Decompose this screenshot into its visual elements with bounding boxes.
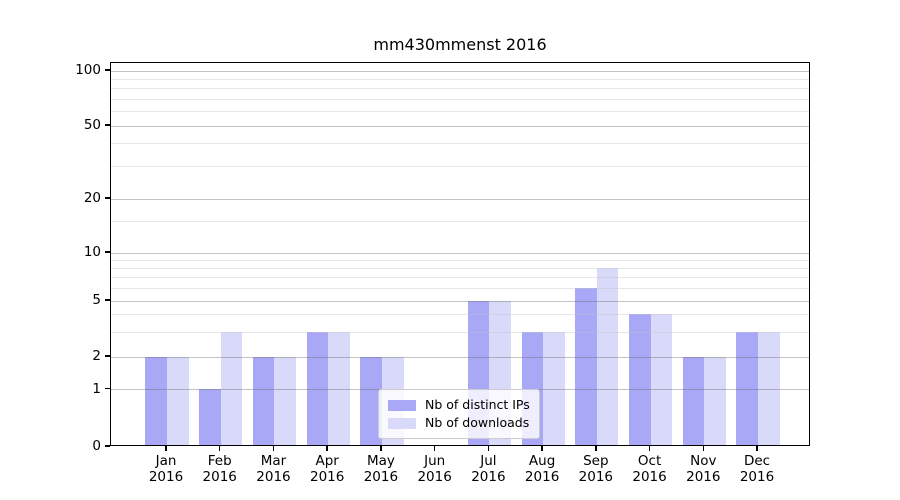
bar-nb-of-distinct-ips-sep xyxy=(575,287,597,445)
y-tick-mark xyxy=(105,69,110,71)
minor-gridline xyxy=(111,259,809,261)
legend-row-distinct-ips: Nb of distinct IPs xyxy=(388,396,530,414)
legend-label-downloads: Nb of downloads xyxy=(425,415,530,430)
x-tick-label: May 2016 xyxy=(363,453,399,485)
x-tick-label: Aug 2016 xyxy=(524,453,560,485)
bar-nb-of-distinct-ips-dec xyxy=(736,331,759,445)
y-tick-mark xyxy=(105,124,110,126)
legend: Nb of distinct IPs Nb of downloads xyxy=(378,389,540,439)
minor-gridline xyxy=(111,220,809,222)
bar-nb-of-distinct-ips-feb xyxy=(199,389,221,445)
x-tick-mark xyxy=(487,446,490,451)
x-tick-mark xyxy=(326,446,328,451)
bar-nb-of-distinct-ips-mar xyxy=(252,356,275,445)
y-tick-label: 2 xyxy=(92,348,101,364)
x-tick-mark xyxy=(702,446,704,451)
x-tick-label: Oct 2016 xyxy=(632,453,667,485)
bar-nb-of-downloads-sep xyxy=(596,267,619,445)
bar-nb-of-distinct-ips-may xyxy=(360,356,382,445)
bar-nb-of-distinct-ips-jan xyxy=(145,356,167,445)
y-tick-label: 10 xyxy=(83,244,101,260)
minor-gridline xyxy=(111,287,809,289)
minor-gridline xyxy=(111,267,809,269)
x-tick-label: Jun 2016 xyxy=(417,453,452,485)
y-tick-label: 100 xyxy=(75,62,101,78)
x-tick-mark xyxy=(165,446,167,451)
x-tick-label: Apr 2016 xyxy=(310,453,345,485)
minor-gridline xyxy=(111,88,809,90)
plot-area: Nb of distinct IPs Nb of downloads xyxy=(110,62,810,446)
y-tick-label: 0 xyxy=(92,438,101,454)
y-tick-label: 50 xyxy=(83,117,101,133)
x-tick-mark xyxy=(541,446,543,451)
y-tick-mark xyxy=(105,387,110,390)
bar-nb-of-distinct-ips-oct xyxy=(628,314,651,445)
minor-gridline xyxy=(111,78,809,80)
y-tick-label: 1 xyxy=(92,380,101,397)
y-tick-mark xyxy=(105,445,110,447)
legend-swatch-distinct-ips xyxy=(388,399,416,411)
legend-swatch-downloads xyxy=(388,417,416,429)
x-tick-mark xyxy=(756,446,758,451)
bar-nb-of-downloads-mar xyxy=(274,356,297,445)
y-tick-mark xyxy=(105,299,110,301)
minor-gridline xyxy=(111,98,809,100)
major-gridline xyxy=(111,252,809,254)
minor-gridline xyxy=(111,166,809,168)
y-tick-mark xyxy=(105,251,110,253)
bar-nb-of-downloads-nov xyxy=(704,356,726,445)
bar-nb-of-downloads-aug xyxy=(543,331,565,445)
bar-nb-of-distinct-ips-nov xyxy=(682,356,705,445)
major-gridline xyxy=(111,300,809,302)
x-tick-label: Jan 2016 xyxy=(148,453,184,485)
x-tick-label: Feb 2016 xyxy=(202,453,237,485)
minor-gridline xyxy=(111,314,809,316)
x-tick-mark xyxy=(648,446,651,451)
major-gridline xyxy=(111,70,809,72)
chart-title: mm430mmenst 2016 xyxy=(373,35,547,54)
y-tick-label: 5 xyxy=(92,292,101,308)
x-tick-mark xyxy=(380,446,382,451)
x-tick-label: Nov 2016 xyxy=(686,453,721,485)
legend-row-downloads: Nb of downloads xyxy=(388,414,530,432)
major-gridline xyxy=(111,198,809,200)
x-tick-label: Mar 2016 xyxy=(256,453,291,485)
major-gridline xyxy=(111,125,809,127)
x-tick-label: Sep 2016 xyxy=(578,453,613,485)
bar-nb-of-downloads-oct xyxy=(650,314,673,445)
bar-nb-of-downloads-apr xyxy=(328,331,350,445)
x-tick-mark xyxy=(433,446,436,451)
minor-gridline xyxy=(111,111,809,113)
y-tick-mark xyxy=(105,197,110,199)
major-gridline xyxy=(111,356,809,358)
bar-nb-of-downloads-dec xyxy=(758,331,780,445)
x-tick-label: Jul 2016 xyxy=(471,453,506,485)
x-tick-label: Dec 2016 xyxy=(739,453,775,485)
y-tick-label: 20 xyxy=(83,190,101,206)
x-tick-mark xyxy=(219,446,221,451)
x-tick-mark xyxy=(272,446,275,451)
y-tick-mark xyxy=(105,355,110,357)
minor-gridline xyxy=(111,277,809,279)
minor-gridline xyxy=(111,143,809,145)
minor-gridline xyxy=(111,331,809,333)
legend-label-distinct-ips: Nb of distinct IPs xyxy=(425,397,530,412)
bar-nb-of-downloads-jan xyxy=(167,356,189,445)
bar-nb-of-downloads-feb xyxy=(220,331,243,445)
x-tick-mark xyxy=(595,446,597,451)
bar-nb-of-distinct-ips-apr xyxy=(306,331,329,445)
